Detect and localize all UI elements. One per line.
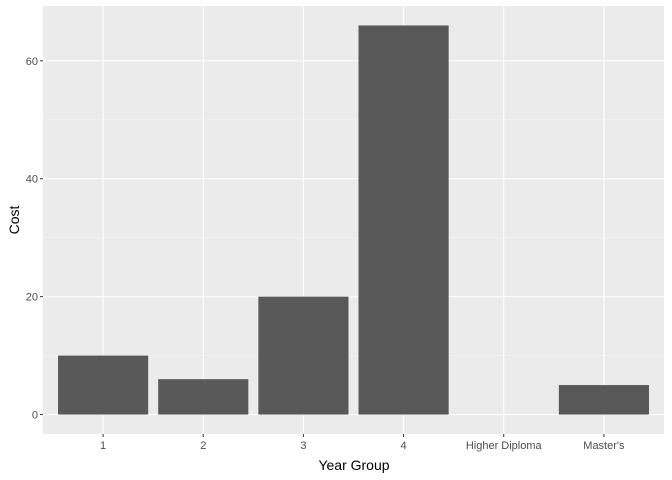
x-axis-title: Year Group [318,457,389,473]
bar [558,385,649,415]
y-tick-label: 20 [26,292,38,304]
x-tick-label: 2 [200,440,206,452]
y-tick-label: 40 [26,174,38,186]
bars [58,25,649,415]
bar [158,379,249,415]
bar [258,296,349,415]
y-tick-label: 60 [26,56,38,68]
y-axis: 0 20 40 60 [26,56,43,422]
x-tick-label: Higher Diploma [466,440,543,452]
x-tick-label: Master's [583,440,625,452]
y-axis-title: Cost [6,206,22,235]
bar [58,355,149,415]
y-tick-label: 0 [32,410,38,422]
x-tick-label: 1 [100,440,106,452]
bar [358,25,449,415]
x-tick-label: 4 [401,440,407,452]
x-axis: 1 2 3 4 Higher Diploma Master's [100,434,625,452]
x-tick-label: 3 [300,440,306,452]
